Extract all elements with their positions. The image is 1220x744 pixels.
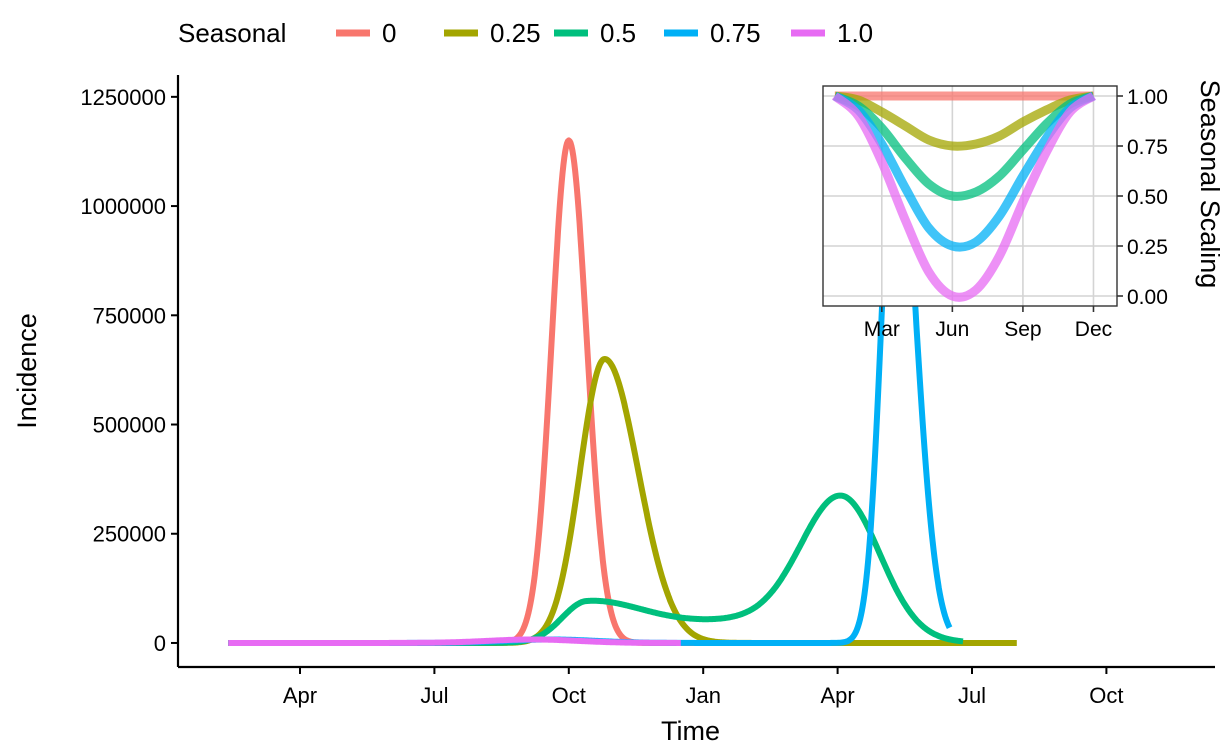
series-line-0.5 bbox=[226, 492, 966, 646]
legend-label: 0.75 bbox=[710, 18, 761, 48]
legend-label: 1.0 bbox=[837, 18, 873, 48]
inset-x-axis-ticks: Mar Jun Sep Dec bbox=[864, 306, 1112, 341]
x-tick-label: Apr bbox=[820, 683, 854, 708]
x-axis-ticks: Apr Jul Oct Jan Apr Jul Oct bbox=[283, 667, 1124, 708]
y-tick-label: 250000 bbox=[93, 522, 166, 547]
y-tick-label: 750000 bbox=[93, 303, 166, 328]
main-series-lines bbox=[226, 104, 1019, 646]
y-axis-title: Incidence bbox=[12, 313, 42, 429]
inset-x-tick-label: Sep bbox=[1004, 318, 1041, 341]
inset-x-tick-label: Dec bbox=[1075, 318, 1112, 341]
x-tick-label: Jul bbox=[958, 683, 986, 708]
legend-label: 0.25 bbox=[490, 18, 541, 48]
legend-label: 0.5 bbox=[600, 18, 636, 48]
inset-y-axis-ticks: 0.00 0.25 0.50 0.75 1.00 bbox=[1117, 86, 1168, 309]
inset-series-line-0.75 bbox=[832, 91, 1096, 252]
inset-y-tick-label: 0.25 bbox=[1127, 236, 1168, 259]
inset-y-tick-label: 0.50 bbox=[1127, 186, 1168, 209]
y-tick-label: 1250000 bbox=[80, 85, 166, 110]
inset-series-line-1.0 bbox=[831, 92, 1097, 302]
legend-title: Seasonal bbox=[178, 18, 286, 48]
x-tick-label: Oct bbox=[1089, 683, 1123, 708]
inset-y-tick-label: 0.00 bbox=[1127, 286, 1168, 309]
inset-seasonal-scaling-plot: 0.00 0.25 0.50 0.75 1.00 Mar Jun Sep Dec Season… bbox=[822, 80, 1220, 341]
inset-x-tick-label: Mar bbox=[864, 318, 900, 341]
x-tick-label: Jul bbox=[420, 683, 448, 708]
x-tick-label: Apr bbox=[283, 683, 317, 708]
inset-y-tick-label: 0.75 bbox=[1127, 136, 1168, 159]
y-axis-ticks: 0 250000 500000 750000 1000000 1250000 bbox=[80, 85, 178, 656]
series-line-0 bbox=[226, 137, 751, 646]
inset-series-lines bbox=[831, 91, 1097, 302]
y-tick-label: 500000 bbox=[93, 413, 166, 438]
inset-series-line-0.25 bbox=[834, 91, 1095, 151]
inset-series-line-0.5 bbox=[833, 91, 1095, 201]
legend-label: 0 bbox=[382, 18, 396, 48]
x-axis-title: Time bbox=[661, 716, 720, 744]
series-line-1.0 bbox=[226, 636, 683, 646]
inset-x-tick-label: Jun bbox=[935, 318, 969, 341]
series-line-0.25 bbox=[226, 356, 1019, 646]
x-tick-label: Jan bbox=[685, 683, 720, 708]
inset-y-tick-label: 1.00 bbox=[1127, 86, 1168, 109]
y-tick-label: 0 bbox=[154, 631, 166, 656]
legend: Seasonal 0 0.25 0.5 0.75 1.0 bbox=[178, 18, 873, 48]
y-tick-label: 1000000 bbox=[80, 194, 166, 219]
x-tick-label: Oct bbox=[552, 683, 586, 708]
inset-y-axis-title: Seasonal Scaling bbox=[1195, 80, 1220, 289]
main-plot: 0 250000 500000 750000 1000000 1250000 Apr Jul… bbox=[12, 75, 1215, 744]
